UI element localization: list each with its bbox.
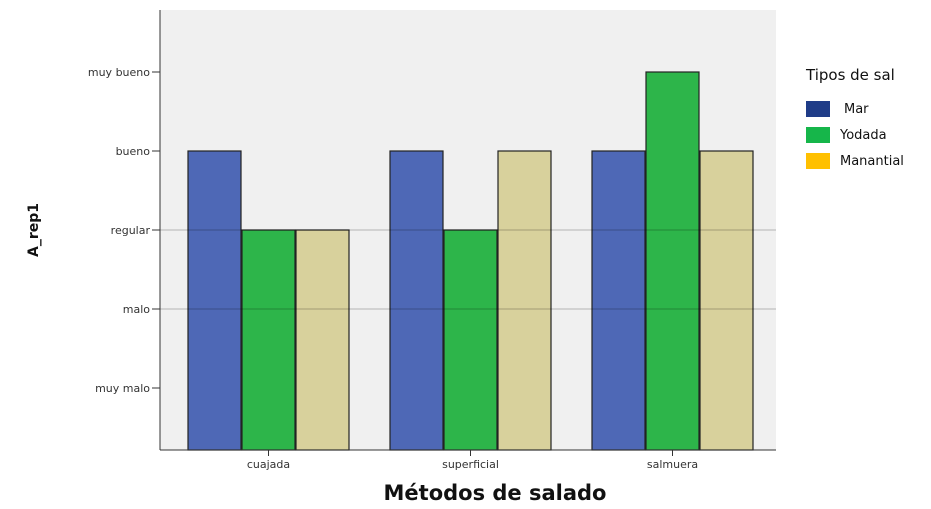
legend-swatch — [806, 153, 830, 169]
bar-manantial-salmuera — [699, 150, 754, 451]
bar-mar-cuajada — [187, 150, 242, 451]
x-axis-title: Métodos de salado — [384, 481, 607, 505]
x-tick-label: salmuera — [647, 458, 698, 471]
bar-manantial-cuajada — [295, 229, 350, 451]
legend-item-manantial: Manantial — [806, 148, 931, 174]
legend-items: Mar Yodada Manantial — [806, 96, 931, 174]
bar-mar-superficial — [389, 150, 444, 451]
legend-item-mar: Mar — [806, 96, 931, 122]
legend-label: Manantial — [840, 153, 904, 169]
y-tick-label: muy bueno — [88, 66, 150, 79]
legend-title: Tipos de sal — [806, 66, 895, 84]
y-tick-label: regular — [111, 224, 151, 237]
y-axis-title: A_rep1 — [26, 203, 42, 257]
legend: Tipos de sal Mar Yodada Manantial — [806, 66, 931, 174]
bar-mar-salmuera — [591, 150, 646, 451]
legend-label: Yodada — [840, 127, 887, 143]
legend-item-yodada: Yodada — [806, 122, 931, 148]
bar-manantial-superficial — [497, 150, 552, 451]
x-tick-label: cuajada — [247, 458, 290, 471]
legend-swatch — [806, 127, 830, 143]
y-tick-label: muy malo — [95, 382, 150, 395]
y-tick-label: bueno — [116, 145, 151, 158]
x-tick-label: superficial — [442, 458, 499, 471]
bar-yodada-salmuera — [645, 71, 700, 451]
legend-label: Mar — [844, 101, 869, 117]
bar-yodada-cuajada — [241, 229, 296, 451]
y-tick-label: malo — [123, 303, 151, 316]
bar-yodada-superficial — [443, 229, 498, 451]
legend-swatch — [806, 101, 830, 117]
